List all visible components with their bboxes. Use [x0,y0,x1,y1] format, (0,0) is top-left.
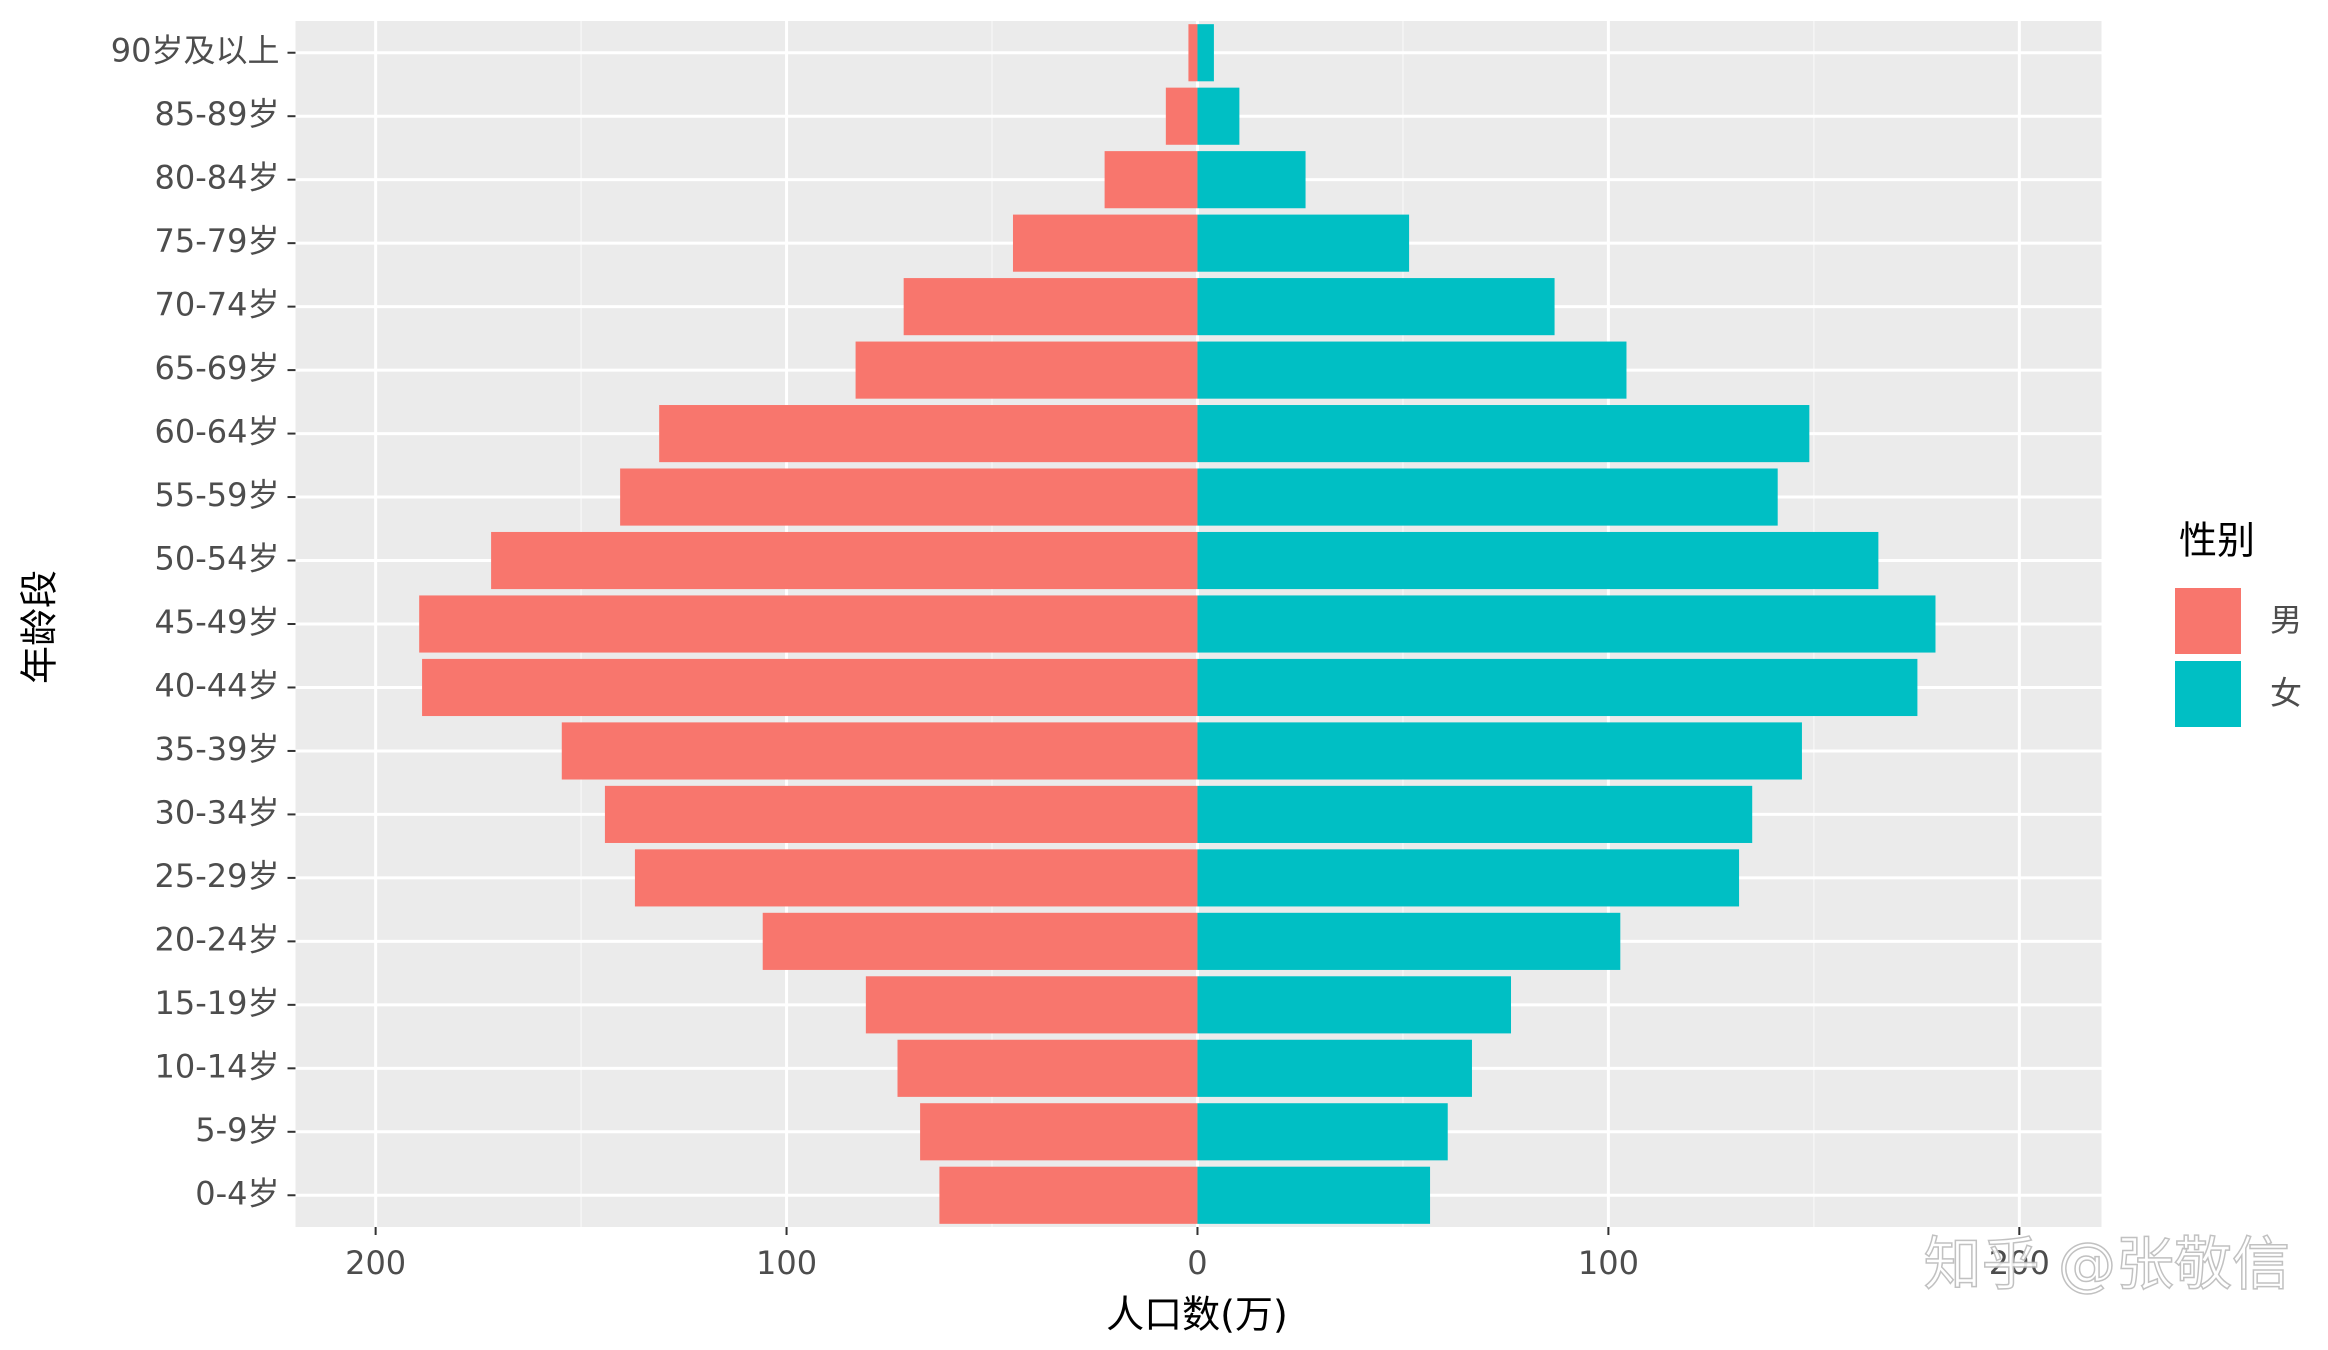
bar [1197,912,1621,970]
x-tick-label: 100 [1578,1244,1639,1282]
y-tick-label: 30-34岁 [155,793,280,831]
legend-key [2175,588,2241,654]
y-tick-label: 70-74岁 [155,286,280,324]
bar [1197,849,1740,907]
bar [1197,531,1879,590]
bar [897,1039,1198,1097]
bar [1197,595,1936,653]
bar [419,595,1198,653]
bar [865,976,1198,1034]
y-tick-label: 25-29岁 [155,857,280,895]
watermark: 知乎 @张敬信 [1924,1230,2290,1298]
bar [1197,405,1810,463]
y-tick-label: 5-9岁 [195,1111,279,1149]
x-tick-label: 200 [345,1244,406,1282]
bar [1104,151,1198,209]
bar [620,468,1198,526]
bar [1197,151,1306,209]
y-tick-label: 35-39岁 [155,730,280,768]
bar [762,912,1198,970]
legend-title: 性别 [2179,519,2255,563]
bar [1197,1166,1431,1224]
y-tick-label: 45-49岁 [155,603,280,641]
bar [939,1166,1198,1224]
y-tick-label: 65-69岁 [155,349,280,387]
bar [1197,214,1410,272]
y-tick-label: 75-79岁 [155,222,280,260]
bar [1197,341,1627,399]
y-tick-label: 20-24岁 [155,920,280,958]
bar [1197,722,1802,780]
y-tick-label: 60-64岁 [155,413,280,451]
bar [903,278,1198,336]
y-tick-label: 90岁及以上 [111,32,280,70]
bar [920,1103,1198,1161]
legend-label: 男 [2270,601,2302,639]
y-tick-label: 0-4岁 [195,1174,279,1212]
bar [634,849,1198,907]
bar [855,341,1198,399]
bar [1197,87,1240,145]
bar [1197,278,1555,336]
y-tick-label: 40-44岁 [155,666,280,704]
x-axis-title: 人口数(万) [1106,1293,1288,1337]
y-tick-label: 55-59岁 [155,476,280,514]
x-tick-label: 200 [1989,1244,2050,1282]
bar [1165,87,1198,145]
bar [1197,658,1918,717]
y-axis-title: 年龄段 [18,570,62,684]
y-tick-label: 10-14岁 [155,1047,280,1085]
y-tick-label: 80-84岁 [155,159,280,197]
bar [1197,785,1753,843]
bar [1197,976,1512,1034]
y-tick-label: 50-54岁 [155,540,280,578]
x-tick-label: 0 [1187,1244,1207,1282]
bar [561,722,1198,780]
y-tick-label: 15-19岁 [155,984,280,1022]
bar [1197,24,1214,82]
legend-key [2175,661,2241,727]
bar [422,658,1198,717]
bar [1197,468,1778,526]
bar [1197,1103,1448,1161]
bar [659,405,1198,463]
bar [604,785,1198,843]
y-tick-label: 85-89岁 [155,95,280,133]
bar [1188,24,1198,82]
bar [1197,1039,1472,1097]
x-tick-label: 100 [756,1244,817,1282]
bar [491,531,1198,590]
legend-label: 女 [2270,674,2302,712]
bar [1012,214,1198,272]
